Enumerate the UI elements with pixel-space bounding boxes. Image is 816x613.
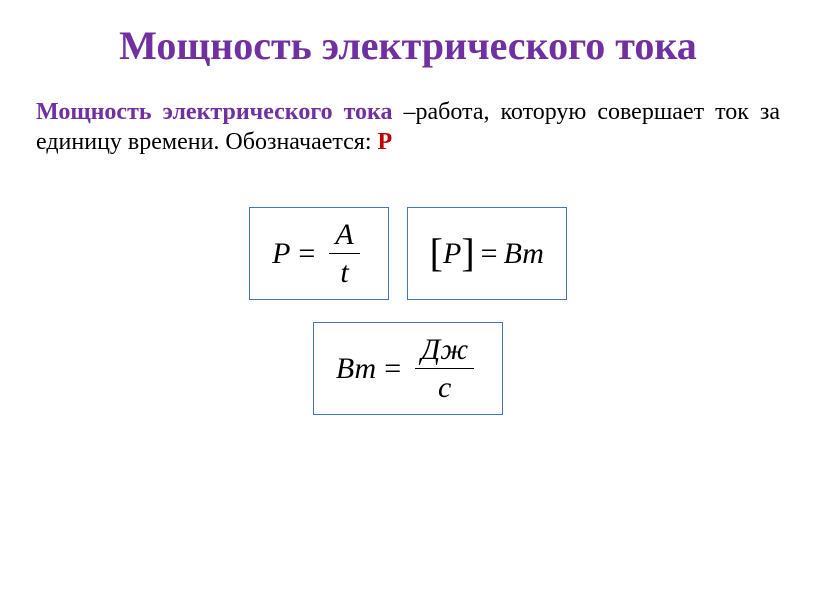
formula-row-2: Вт = Дж с	[0, 322, 816, 415]
formula-power-unit: [ P ] = Вт	[407, 207, 567, 300]
formula3-numerator: Дж	[415, 333, 474, 366]
left-bracket: [	[430, 237, 443, 269]
formula2-eq: =	[481, 237, 498, 271]
formula3-eq: =	[384, 352, 401, 386]
formula2-right: Вт	[504, 237, 544, 271]
fraction-bar	[329, 253, 359, 254]
definition-paragraph: Мощность электрического тока –работа, ко…	[0, 69, 816, 157]
formula2-inner: P	[443, 237, 461, 271]
formula1-numerator: A	[329, 218, 359, 251]
formula-row-1: P = A t [ P ] = Вт	[0, 207, 816, 300]
slide-title: Мощность электрического тока	[0, 0, 816, 69]
formula3-left: Вт	[336, 352, 376, 386]
right-bracket: ]	[461, 237, 474, 269]
definition-dash: –	[393, 99, 416, 125]
definition-term: Мощность электрического тока	[36, 99, 393, 125]
formula3-fraction: Дж с	[415, 333, 474, 404]
formula-watt-definition: Вт = Дж с	[313, 322, 503, 415]
formula1-left: P	[272, 237, 290, 271]
fraction-bar	[415, 368, 474, 369]
definition-symbol: Р	[378, 129, 393, 155]
formula1-fraction: A t	[329, 218, 359, 289]
formula-power-definition: P = A t	[249, 207, 389, 300]
formula1-eq: =	[298, 237, 315, 271]
formula1-denominator: t	[334, 256, 354, 289]
formula3-denominator: с	[432, 371, 457, 404]
